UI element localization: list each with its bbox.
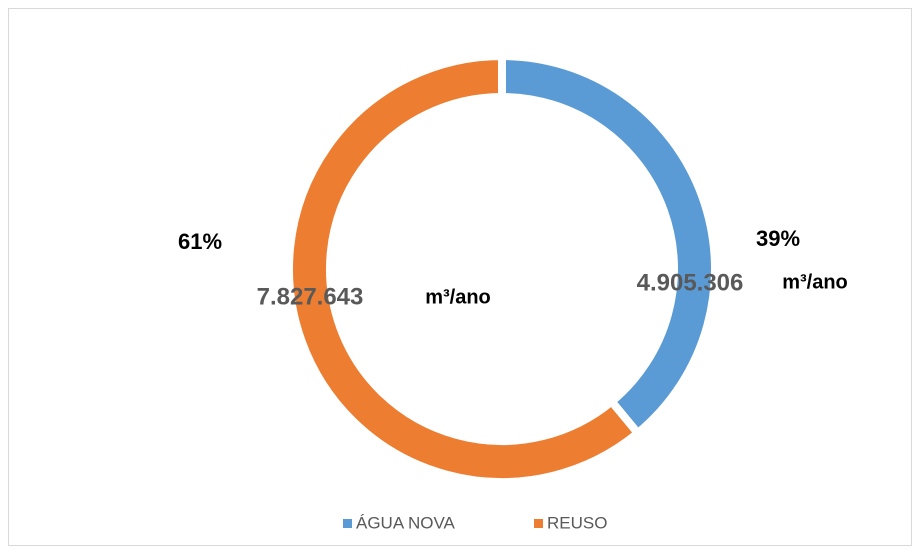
unit-label: m³/ano: [782, 271, 848, 293]
legend-swatch: [534, 519, 543, 528]
percent-label: 39%: [756, 226, 800, 251]
legend-label: ÁGUA NOVA: [356, 513, 456, 532]
amount-label: 4.905.306: [637, 269, 744, 296]
legend-swatch: [343, 519, 352, 528]
donut-segment: [285, 51, 644, 486]
amount-label: 7.827.643: [257, 283, 364, 310]
legend-label: REUSO: [547, 513, 607, 532]
percent-label: 61%: [178, 229, 222, 254]
unit-label: m³/ano: [425, 286, 491, 308]
